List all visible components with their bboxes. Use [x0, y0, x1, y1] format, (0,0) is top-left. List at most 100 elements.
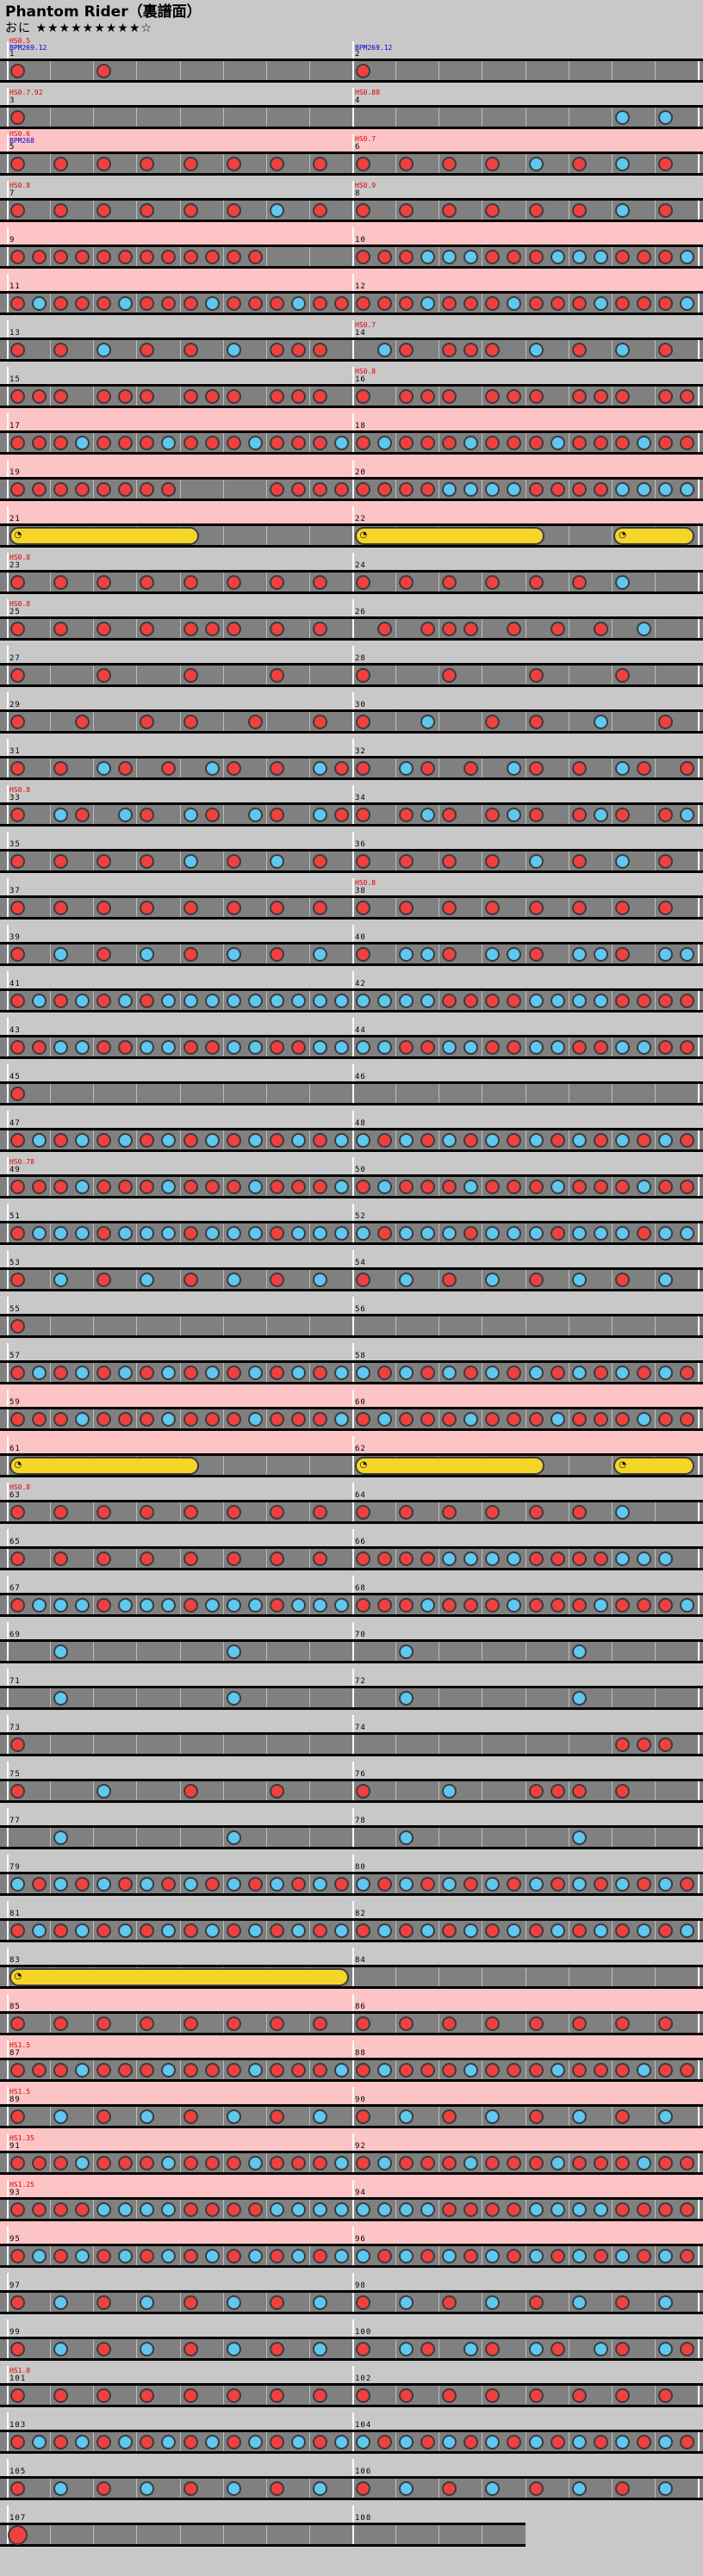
note-don[interactable] [140, 1365, 155, 1380]
note-ka[interactable] [140, 1876, 155, 1892]
note-ka[interactable] [96, 1876, 112, 1892]
note-don[interactable] [10, 109, 26, 125]
note-don[interactable] [528, 2155, 544, 2170]
note-lane[interactable] [0, 2476, 703, 2500]
note-lane[interactable] [0, 616, 703, 641]
note-don[interactable] [614, 1411, 630, 1427]
note-don[interactable] [636, 249, 651, 264]
note-don[interactable] [528, 2062, 544, 2078]
note-don[interactable] [204, 435, 220, 450]
note-don[interactable] [226, 1504, 241, 1520]
note-don[interactable] [657, 714, 673, 729]
note-ka[interactable] [507, 946, 522, 962]
note-ka[interactable] [614, 1504, 630, 1520]
note-ka[interactable] [377, 1411, 393, 1427]
note-don[interactable] [312, 1365, 327, 1380]
note-don[interactable] [312, 1923, 327, 1938]
note-ka[interactable] [507, 295, 522, 311]
note-don[interactable] [485, 249, 501, 264]
note-don[interactable] [226, 900, 241, 915]
note-don[interactable] [140, 481, 155, 497]
note-lane[interactable] [0, 1639, 703, 1663]
note-ka[interactable] [485, 2248, 501, 2263]
note-don[interactable] [442, 2062, 457, 2078]
note-don[interactable] [269, 2062, 284, 2078]
note-ka[interactable] [333, 2248, 349, 2263]
note-ka[interactable] [593, 807, 608, 822]
note-don[interactable] [550, 1132, 565, 1148]
note-don[interactable] [399, 2062, 414, 2078]
note-don[interactable] [593, 2062, 608, 2078]
note-don[interactable] [269, 295, 284, 311]
note-don[interactable] [140, 435, 155, 450]
note-don[interactable] [614, 946, 630, 962]
note-don[interactable] [399, 2155, 414, 2170]
note-ka[interactable] [226, 1272, 241, 1287]
note-don[interactable] [657, 202, 673, 218]
note-ka[interactable] [204, 1597, 220, 1613]
note-don[interactable] [571, 1597, 587, 1613]
note-ka[interactable] [657, 1272, 673, 1287]
note-ka[interactable] [140, 2108, 155, 2124]
note-don[interactable] [10, 2201, 26, 2217]
note-don[interactable] [442, 342, 457, 357]
note-don[interactable] [550, 2434, 565, 2449]
note-don[interactable] [636, 1225, 651, 1241]
note-ka[interactable] [247, 1923, 263, 1938]
note-don[interactable] [528, 1597, 544, 1613]
note-don[interactable] [183, 2480, 198, 2496]
note-don[interactable] [312, 1132, 327, 1148]
note-don[interactable] [485, 342, 501, 357]
note-don[interactable] [571, 574, 587, 590]
note-lane[interactable] [0, 337, 703, 362]
note-ka[interactable] [507, 760, 522, 776]
note-lane[interactable] [0, 2383, 703, 2407]
note-don[interactable] [10, 63, 26, 78]
note-don[interactable] [614, 249, 630, 264]
note-don[interactable] [420, 1179, 436, 1194]
note-ka[interactable] [463, 1923, 479, 1938]
note-don[interactable] [75, 807, 90, 822]
note-don[interactable] [204, 621, 220, 636]
note-don[interactable] [10, 1086, 26, 1101]
drumroll-bar[interactable] [354, 1456, 545, 1475]
note-ka[interactable] [614, 1039, 630, 1055]
note-ka[interactable] [53, 946, 69, 962]
note-ka[interactable] [247, 1597, 263, 1613]
note-don[interactable] [53, 574, 69, 590]
note-don[interactable] [269, 1039, 284, 1055]
note-don[interactable] [96, 63, 112, 78]
note-ka[interactable] [312, 1225, 327, 1241]
note-don[interactable] [333, 295, 349, 311]
note-don[interactable] [356, 2016, 371, 2031]
note-don[interactable] [571, 1411, 587, 1427]
note-ka[interactable] [399, 1225, 414, 1241]
note-ka[interactable] [333, 2201, 349, 2217]
note-don[interactable] [420, 388, 436, 404]
note-don[interactable] [53, 1923, 69, 1938]
note-ka[interactable] [593, 2341, 608, 2356]
note-ka[interactable] [377, 2155, 393, 2170]
note-don[interactable] [507, 1039, 522, 1055]
note-don[interactable] [10, 1597, 26, 1613]
note-lane[interactable] [0, 59, 703, 83]
note-ka[interactable] [614, 2248, 630, 2263]
note-don[interactable] [140, 1551, 155, 1566]
note-don[interactable] [269, 1225, 284, 1241]
note-don[interactable] [485, 993, 501, 1008]
note-ka[interactable] [32, 2248, 47, 2263]
note-don[interactable] [420, 760, 436, 776]
note-don[interactable] [507, 2062, 522, 2078]
note-don[interactable] [614, 1923, 630, 1938]
note-ka[interactable] [679, 807, 694, 822]
note-don[interactable] [420, 1876, 436, 1892]
note-don[interactable] [356, 156, 371, 171]
note-ka[interactable] [593, 1923, 608, 1938]
note-ka[interactable] [420, 714, 436, 729]
note-don[interactable] [32, 435, 47, 450]
note-don[interactable] [10, 2341, 26, 2356]
note-lane[interactable] [0, 2058, 703, 2082]
note-ka[interactable] [333, 1597, 349, 1613]
note-don[interactable] [399, 295, 414, 311]
note-don[interactable] [53, 2155, 69, 2170]
